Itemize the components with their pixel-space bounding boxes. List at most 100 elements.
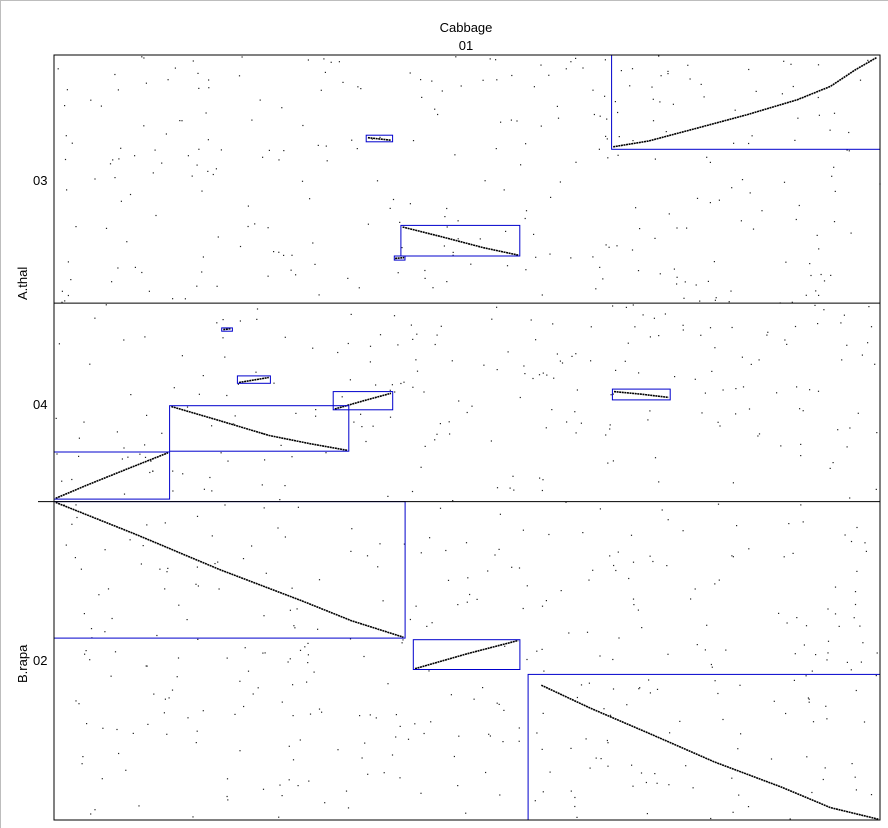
noise-dot [369, 361, 371, 363]
noise-dot [665, 131, 667, 133]
noise-dot [312, 242, 314, 244]
noise-dot [590, 360, 592, 362]
noise-dot [781, 93, 783, 95]
noise-dot [420, 79, 422, 81]
noise-dot [630, 534, 633, 536]
noise-dot [391, 754, 394, 756]
noise-dot [283, 150, 285, 152]
noise-dot [489, 58, 491, 60]
noise-dot [850, 232, 852, 234]
noise-dot [281, 701, 283, 703]
noise-dot [815, 290, 817, 292]
noise-dot [861, 354, 863, 356]
noise-dot [649, 555, 651, 557]
noise-dot [377, 566, 379, 568]
noise-dot [256, 308, 259, 310]
noise-dot [565, 501, 567, 503]
noise-dot [104, 549, 106, 551]
noise-dot [706, 624, 708, 626]
noise-dot [376, 180, 379, 182]
noise-dot [748, 548, 750, 550]
noise-dot [795, 218, 797, 221]
noise-dot [811, 791, 813, 794]
noise-dot [747, 806, 750, 808]
noise-dot [610, 394, 612, 396]
noise-dot [292, 715, 294, 717]
noise-dot [244, 647, 246, 649]
noise-dot [182, 473, 184, 475]
noise-dot [347, 342, 349, 345]
noise-dot [297, 506, 299, 508]
noise-dot [207, 170, 209, 172]
noise-dot [510, 119, 512, 121]
noise-dot [457, 604, 459, 606]
noise-dot [711, 370, 713, 372]
noise-dot [401, 642, 403, 644]
noise-dot [94, 178, 96, 180]
noise-dot [161, 432, 163, 434]
noise-dot [707, 280, 709, 282]
noise-dot [592, 569, 594, 571]
noise-dot [755, 90, 757, 92]
noise-dot [78, 703, 80, 705]
noise-dot [363, 655, 365, 658]
noise-dot [479, 238, 481, 240]
noise-dot [598, 148, 600, 150]
noise-dot [696, 197, 699, 199]
syntenic-paths [55, 56, 879, 820]
noise-dot [625, 306, 627, 308]
noise-dot [496, 369, 498, 371]
noise-dot [227, 799, 229, 801]
noise-dot [548, 74, 550, 76]
noise-dot [546, 374, 548, 376]
noise-dot [337, 351, 339, 354]
noise-dot [834, 586, 837, 588]
noise-dot [827, 640, 830, 642]
noise-dot [826, 659, 828, 661]
noise-dot [387, 683, 389, 685]
noise-dot [273, 251, 275, 253]
noise-dot [430, 721, 432, 723]
noise-dot [615, 569, 617, 572]
noise-dot [424, 445, 426, 447]
noise-dot [309, 713, 312, 715]
noise-dot [854, 591, 857, 593]
noise-dot [817, 64, 820, 66]
noise-dot [590, 326, 592, 328]
noise-dot [574, 805, 576, 808]
noise-dot [588, 579, 590, 581]
noise-dot [224, 356, 226, 358]
noise-dot [325, 145, 327, 147]
noise-dot [575, 432, 577, 434]
noise-dot [575, 161, 577, 163]
noise-dot [84, 653, 86, 655]
noise-dot [444, 216, 446, 218]
noise-dot [553, 377, 555, 379]
noise-dot [575, 353, 577, 355]
noise-dot [412, 386, 414, 388]
syntenic-path [402, 226, 519, 256]
noise-dot [854, 603, 857, 606]
noise-dot [549, 771, 551, 773]
noise-dot [545, 600, 547, 602]
noise-dot [440, 325, 442, 327]
noise-dot [278, 816, 280, 818]
noise-dot [617, 154, 619, 156]
noise-dot [61, 290, 63, 292]
noise-dot [609, 428, 611, 430]
noise-dot [485, 771, 487, 774]
noise-dot [289, 658, 291, 660]
noise-dot [299, 739, 301, 741]
noise-dot [291, 254, 293, 256]
noise-dot [667, 519, 669, 521]
noise-dot [278, 251, 280, 253]
noise-dot [397, 272, 399, 274]
noise-dot [615, 369, 617, 371]
noise-dot [324, 802, 326, 804]
noise-dot [498, 703, 500, 705]
noise-dot [308, 780, 310, 782]
noise-dot [482, 687, 484, 689]
noise-dot [382, 600, 384, 602]
noise-dot [167, 567, 169, 569]
noise-dot [153, 693, 155, 695]
